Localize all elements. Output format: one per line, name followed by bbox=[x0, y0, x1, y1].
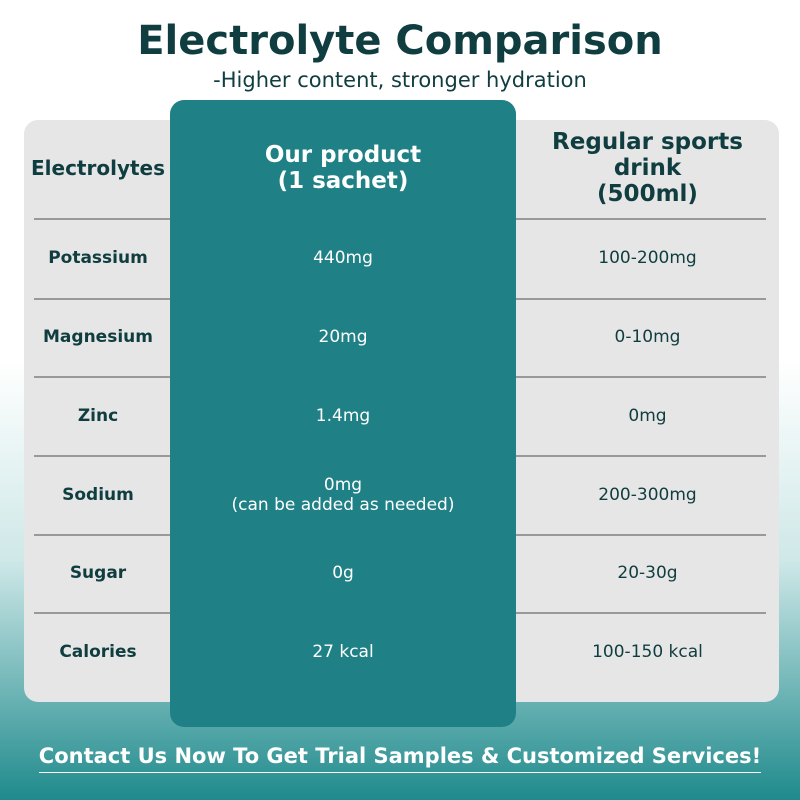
column-header: Regular sports drink (500ml) bbox=[552, 129, 743, 207]
table-cell: Zinc bbox=[77, 405, 119, 426]
table-cell: 0mg bbox=[628, 405, 667, 426]
table-cell: 27 kcal bbox=[312, 642, 374, 662]
row-separator bbox=[34, 298, 170, 300]
row-separator bbox=[34, 612, 170, 614]
table-cell: 100-200mg bbox=[598, 248, 697, 268]
highlight-column bbox=[170, 100, 516, 727]
table-cell: 440mg bbox=[313, 248, 373, 268]
row-separator bbox=[516, 534, 766, 536]
title: Electrolyte Comparison bbox=[137, 18, 663, 64]
footer: Contact Us Now To Get Trial Samples & Cu… bbox=[0, 744, 800, 773]
subtitle: -Higher content, stronger hydration bbox=[213, 68, 587, 92]
table-cell: 0mg (can be added as needed) bbox=[231, 474, 455, 515]
row-separator bbox=[516, 612, 766, 614]
column-header: Our product (1 sachet) bbox=[264, 142, 422, 194]
column-header: Electrolytes bbox=[30, 156, 166, 180]
table-cell: Potassium bbox=[48, 248, 148, 268]
row-separator bbox=[516, 218, 766, 220]
table-cell: Sugar bbox=[69, 563, 127, 583]
row-separator bbox=[34, 218, 170, 220]
table-cell: 1.4mg bbox=[315, 405, 371, 426]
row-separator bbox=[34, 376, 170, 378]
table-cell: Magnesium bbox=[43, 327, 153, 347]
row-separator bbox=[34, 534, 170, 536]
row-separator bbox=[516, 298, 766, 300]
row-separator bbox=[34, 455, 170, 457]
row-separator bbox=[516, 455, 766, 457]
table-cell: 20-30g bbox=[617, 563, 678, 583]
table-cell: Calories bbox=[59, 642, 137, 662]
footer-text: Contact Us Now To Get Trial Samples & Cu… bbox=[38, 744, 762, 773]
table-cell: 20mg bbox=[318, 327, 368, 347]
table-cell: 100-150 kcal bbox=[592, 642, 703, 662]
row-separator bbox=[516, 376, 766, 378]
table-cell: 0-10mg bbox=[614, 327, 681, 347]
table-cell: 200-300mg bbox=[598, 484, 697, 505]
table-cell: Sodium bbox=[62, 484, 134, 505]
table-cell: 0g bbox=[332, 563, 354, 583]
